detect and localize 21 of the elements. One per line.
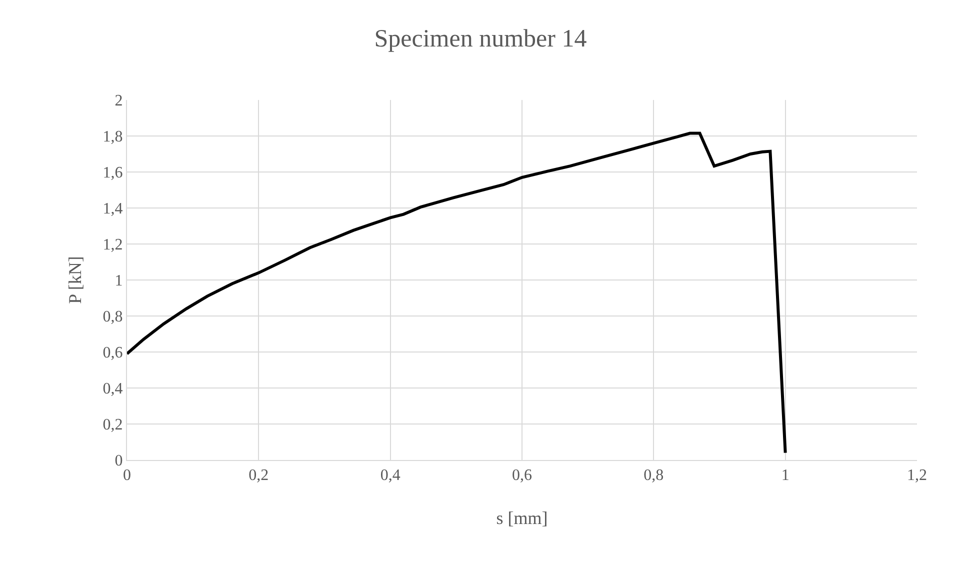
y-tick-label: 1,6 [102, 164, 123, 182]
line-series [127, 132, 787, 454]
x-tick-label: 0,2 [248, 467, 269, 484]
y-tick-label: 0 [114, 452, 123, 470]
x-tick-label: 1 [781, 467, 790, 484]
y-axis-title: P [kN] [65, 256, 85, 304]
y-tick-label: 0,4 [102, 380, 123, 398]
y-tick-label: 1,2 [102, 236, 123, 254]
x-tick-label: 0,6 [512, 467, 532, 484]
y-tick-label: 1 [114, 272, 123, 290]
x-tick-label: 0,8 [644, 467, 664, 484]
chart-title: Specimen number 14 [374, 25, 588, 52]
y-tick-label: 0,6 [102, 344, 123, 362]
x-axis-title: s [mm] [496, 508, 548, 528]
y-tick-label: 2 [114, 92, 123, 110]
x-tick-label: 0,4 [380, 467, 400, 484]
y-tick-label: 1,8 [102, 128, 123, 146]
x-tick-label: 1,2 [907, 467, 927, 484]
y-tick-label: 0,8 [102, 308, 123, 326]
y-tick-label: 0,2 [102, 416, 123, 434]
y-tick-label: 1,4 [102, 200, 123, 218]
